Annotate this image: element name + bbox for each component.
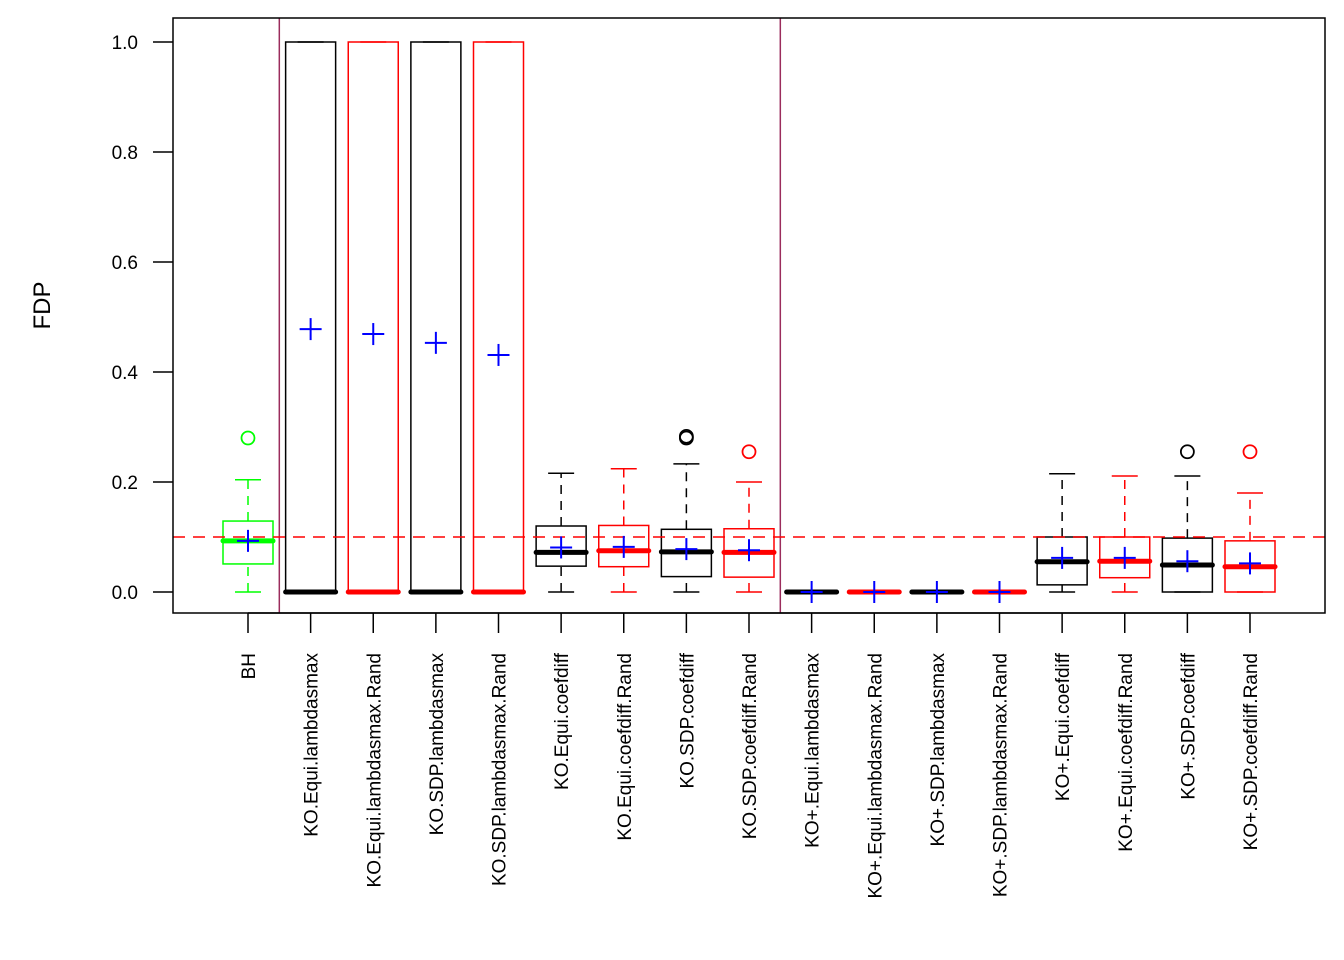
box-KO.SDP.coefdiff.Rand [721, 444, 777, 593]
x-tick-label: KO.Equi.lambdasmax [302, 653, 323, 837]
y-axis: 0.0 0.2 0.4 0.6 0.8 1.0 [112, 33, 173, 604]
outlier-point [1179, 444, 1195, 460]
mean-marker [550, 536, 573, 559]
x-tick-label: KO+.Equi.coefdiff [1053, 652, 1074, 801]
mean-marker [1113, 546, 1136, 569]
box-KO+.Equi.coefdiff [1034, 473, 1090, 593]
box-body [347, 41, 399, 593]
box-KO+.Equi.coefdiff.Rand [1097, 475, 1153, 593]
x-tick-label: KO.Equi.coefdiff [552, 652, 573, 790]
x-tick-label: KO+.Equi.lambdasmax [803, 653, 824, 848]
mean-marker [988, 581, 1011, 603]
box-body [284, 41, 337, 593]
x-tick-label: BH [239, 653, 260, 679]
box-body [598, 524, 650, 568]
x-tick-label: KO+.SDP.lambdasmax.Rand [991, 653, 1012, 897]
mean-marker [925, 581, 948, 603]
mean-marker [1176, 550, 1199, 573]
y-tick-label: 0.4 [112, 363, 139, 384]
mean-marker [863, 581, 886, 603]
mean-marker [1051, 546, 1074, 569]
mean-marker [1239, 552, 1261, 575]
outlier-point [741, 444, 757, 460]
outlier-point [678, 428, 694, 444]
outlier-point [1242, 444, 1258, 460]
mean-marker [738, 539, 760, 562]
mean-marker [612, 535, 635, 558]
box-BH [220, 430, 276, 593]
mean-marker [237, 529, 259, 552]
mean-marker [487, 343, 510, 366]
x-tick-label: KO+.Equi.coefdiff.Rand [1116, 653, 1137, 852]
box-KO.SDP.lambdasmax [408, 41, 464, 595]
x-tick-label: KO+.SDP.coefdiff.Rand [1241, 653, 1262, 850]
box-KO.Equi.coefdiff.Rand [596, 468, 652, 593]
y-tick-label: 0.6 [112, 253, 138, 274]
outlier-point [240, 430, 256, 446]
mean-marker [299, 318, 322, 341]
x-tick-label: KO+.Equi.lambdasmax.Rand [865, 653, 886, 899]
x-tick-label: KO.Equi.coefdiff.Rand [615, 653, 636, 841]
box-KO.Equi.coefdiff [533, 472, 589, 593]
mean-markers [237, 318, 1261, 603]
y-tick-label: 0.2 [112, 473, 138, 494]
y-tick-label: 1.0 [112, 33, 138, 54]
mean-marker [362, 323, 385, 346]
x-tick-label: KO.SDP.coefdiff [677, 652, 698, 788]
group-separators [278, 18, 782, 613]
x-tick-label: KO.SDP.lambdasmax [427, 653, 448, 836]
box-KO.Equi.lambdasmax [283, 41, 339, 595]
box-body [535, 525, 587, 567]
mean-marker [424, 331, 447, 354]
box-body [410, 41, 462, 593]
x-tick-label: KO.SDP.coefdiff.Rand [740, 653, 761, 839]
mean-marker [675, 538, 698, 561]
boxes [220, 41, 1278, 595]
y-tick-label: 0.0 [112, 583, 138, 604]
box-KO.SDP.lambdasmax.Rand [471, 41, 526, 595]
box-body [472, 41, 525, 593]
y-tick-label: 0.8 [112, 143, 138, 164]
x-axis: BH KO.Equi.lambdasmax KO.Equi.lambdasmax.R… [239, 612, 1262, 899]
box-KO.SDP.coefdiff [658, 428, 714, 593]
x-tick-label: KO+.SDP.coefdiff [1178, 652, 1199, 799]
mean-marker [800, 581, 823, 603]
x-tick-label: KO+.SDP.lambdasmax [928, 653, 949, 847]
x-tick-label: KO.SDP.lambdasmax.Rand [490, 653, 511, 886]
x-tick-label: KO.Equi.lambdasmax.Rand [364, 653, 385, 887]
box-KO.Equi.lambdasmax.Rand [345, 41, 401, 595]
y-axis-title: FDP [29, 282, 56, 330]
